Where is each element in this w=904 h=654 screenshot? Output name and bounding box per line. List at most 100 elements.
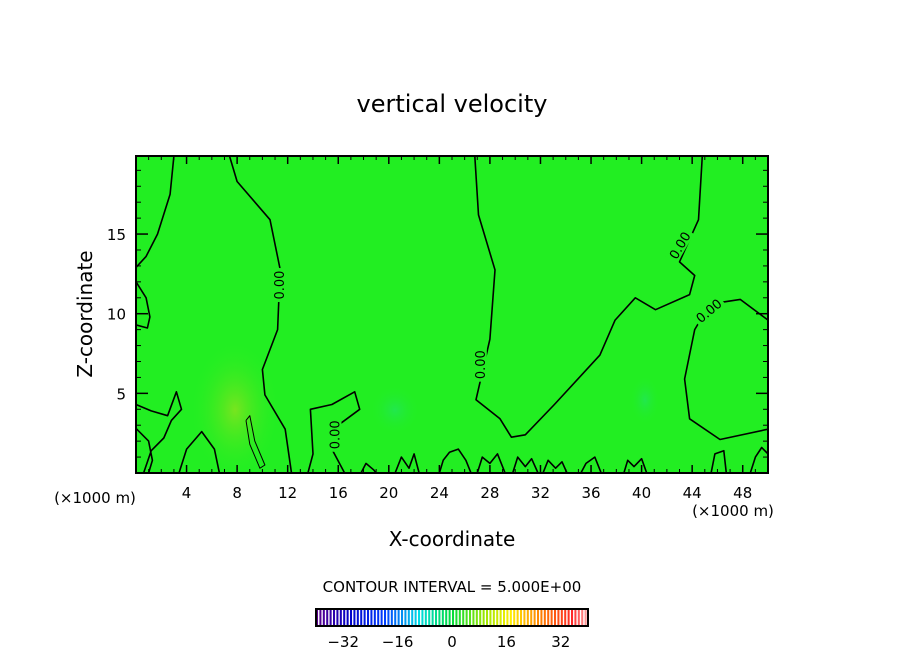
colorbar-swatch [520, 609, 523, 626]
colorbar-swatch [581, 609, 584, 626]
x-tick-label: 16 [329, 484, 348, 502]
colorbar-swatch [421, 609, 424, 626]
negative-velocity-region [370, 385, 420, 435]
colorbar-swatch [537, 609, 540, 626]
colorbar-swatch [479, 609, 482, 626]
x-unit-label-left: (×1000 m) [54, 489, 136, 507]
contour-line-6 [136, 427, 154, 473]
colorbar-swatch [346, 609, 349, 626]
colorbar: −32 −16 0 16 32 [315, 608, 589, 651]
colorbar-swatch [547, 609, 550, 626]
colorbar-swatch [401, 609, 404, 626]
colorbar-swatch [377, 609, 380, 626]
colorbar-swatch [435, 609, 438, 626]
colorbar-swatch [482, 609, 485, 626]
colorbar-swatch [526, 609, 529, 626]
colorbar-swatch [455, 609, 458, 626]
colorbar-swatch [316, 609, 319, 626]
colorbar-swatch [407, 609, 410, 626]
colorbar-swatch [448, 609, 451, 626]
colorbar-swatch [418, 609, 421, 626]
x-tick-label: 4 [182, 484, 192, 502]
colorbar-swatch [322, 609, 325, 626]
contour-label-bg [664, 226, 695, 264]
y-tick-label: 10 [107, 306, 126, 324]
colorbar-swatch [489, 609, 492, 626]
colorbar-swatch [560, 609, 563, 626]
colorbar-swatch [319, 609, 322, 626]
colorbar-swatch [465, 609, 468, 626]
plot-area [136, 156, 768, 473]
colorbar-swatch [343, 609, 346, 626]
colorbar-swatch [353, 609, 356, 626]
colorbar-swatch [339, 609, 342, 626]
positive-velocity-region [190, 340, 280, 473]
contour-line-4 [683, 298, 768, 441]
colorbar-swatch [486, 609, 489, 626]
negative-velocity-region [630, 375, 660, 425]
colorbar-swatch [384, 609, 387, 626]
x-tick-label: 36 [581, 484, 600, 502]
contour-line-10 [394, 453, 420, 473]
colorbar-swatch [458, 609, 461, 626]
contour-label: 0.00 [474, 350, 489, 379]
colorbar-swatch [567, 609, 570, 626]
x-tick-label: 8 [232, 484, 242, 502]
colorbar-swatch [356, 609, 359, 626]
colorbar-tick-label: 0 [447, 633, 457, 651]
x-axis-label: X-coordinate [389, 527, 516, 551]
contour-line-1 [136, 281, 151, 329]
contour-line-7 [178, 430, 221, 473]
colorbar-swatch [363, 609, 366, 626]
colorbar-swatch [370, 609, 373, 626]
colorbar-swatch [499, 609, 502, 626]
colorbar-swatch [543, 609, 546, 626]
colorbar-swatch [397, 609, 400, 626]
contour-line-2 [228, 156, 293, 473]
colorbar-swatch [326, 609, 329, 626]
colorbar-swatch [452, 609, 455, 626]
colorbar-swatch [414, 609, 417, 626]
colorbar-swatch [438, 609, 441, 626]
contour-line-14 [542, 459, 568, 473]
contour-line-18 [749, 446, 768, 473]
colorbar-swatch [333, 609, 336, 626]
chart-title: vertical velocity [357, 90, 548, 118]
contour-line-16 [623, 457, 648, 473]
contour-line-3 [474, 156, 704, 438]
contour-label-bg [691, 294, 727, 327]
y-axis-label: Z-coordinate [73, 250, 97, 377]
contour-line-12 [476, 453, 506, 473]
colorbar-swatch [523, 609, 526, 626]
contour-line-0 [136, 156, 175, 269]
x-tick-label: 12 [278, 484, 297, 502]
colorbar-swatch [503, 609, 506, 626]
colorbar-swatch [533, 609, 536, 626]
contour-line-15 [580, 456, 602, 473]
colorbar-swatch [350, 609, 353, 626]
x-tick-label: 28 [480, 484, 499, 502]
contour-line-19 [360, 462, 377, 473]
contour-line-11 [438, 448, 472, 473]
contour-label-bg [472, 347, 487, 382]
contour-line-5 [136, 391, 183, 473]
contour-line-17 [710, 449, 728, 473]
contour-label: 0.00 [273, 271, 288, 300]
colorbar-swatch [506, 609, 509, 626]
contour-interval-text: CONTOUR INTERVAL = 5.000E+00 [323, 578, 582, 596]
colorbar-swatch [387, 609, 390, 626]
colorbar-swatch [564, 609, 567, 626]
colorbar-frame [315, 608, 589, 627]
contour-line-13 [511, 456, 539, 473]
colorbar-swatch [469, 609, 472, 626]
colorbar-swatch [492, 609, 495, 626]
contour-line-9 [245, 415, 266, 469]
colorbar-swatch [441, 609, 444, 626]
colorbar-swatch [509, 609, 512, 626]
y-tick-label: 5 [116, 385, 126, 403]
colorbar-swatch [475, 609, 478, 626]
colorbar-swatch [574, 609, 577, 626]
colorbar-swatch [472, 609, 475, 626]
x-tick-label: 40 [632, 484, 651, 502]
